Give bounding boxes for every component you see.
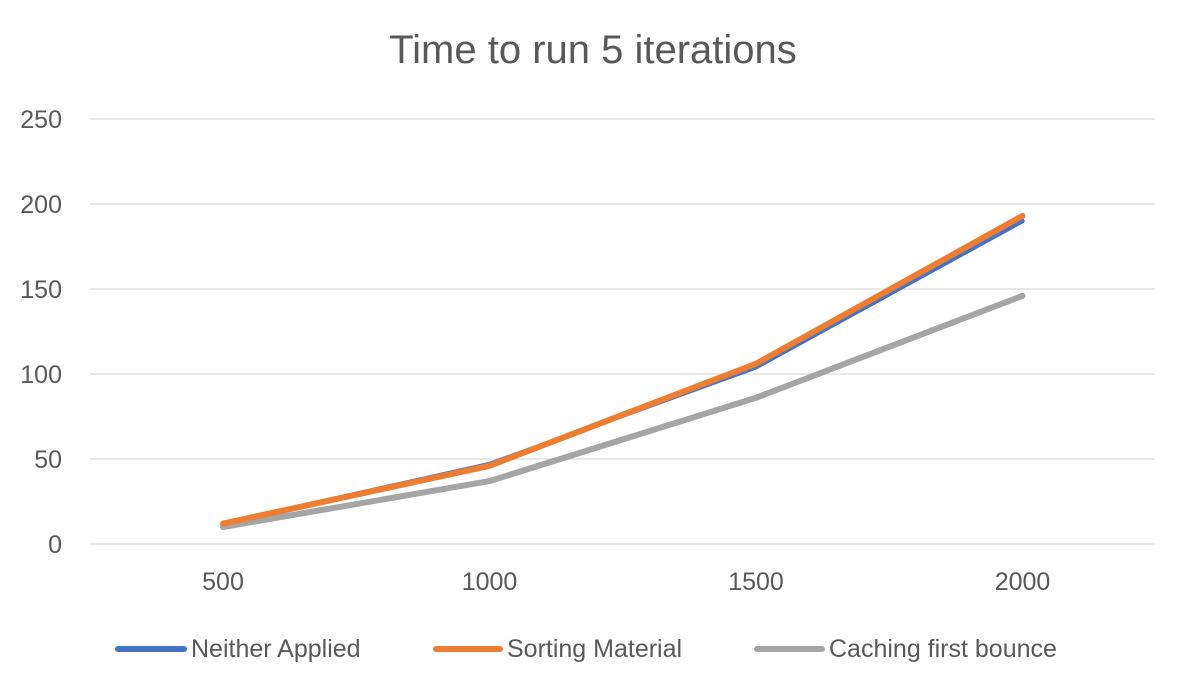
y-tick-label: 250: [20, 106, 62, 134]
x-tick-label: 500: [202, 568, 244, 596]
series-line-caching-first-bounce: [220, 292, 1026, 530]
gridlines: [90, 118, 1155, 545]
y-axis-tick-labels: 0 50 100 150 200 250: [20, 106, 62, 559]
series-line-neither-applied: [220, 218, 1025, 526]
legend: Neither Applied Sorting Material Caching f…: [115, 635, 1057, 663]
x-axis-tick-labels: 500 1000 1500 2000: [202, 568, 1050, 596]
legend-label-neither-applied: Neither Applied: [191, 635, 361, 663]
legend-label-caching-first-bounce: Caching first bounce: [829, 635, 1057, 663]
chart-title: Time to run 5 iterations: [389, 28, 797, 72]
y-tick-label: 100: [20, 361, 62, 389]
y-tick-label: 50: [34, 446, 62, 474]
legend-label-sorting-material: Sorting Material: [507, 635, 682, 663]
series-line-sorting-material: [220, 212, 1026, 527]
y-tick-label: 0: [48, 531, 62, 559]
x-tick-label: 1500: [728, 568, 784, 596]
y-tick-label: 200: [20, 191, 62, 219]
x-tick-label: 2000: [995, 568, 1051, 596]
y-tick-label: 150: [20, 276, 62, 304]
series-lines: [220, 212, 1026, 530]
x-tick-label: 1000: [462, 568, 518, 596]
